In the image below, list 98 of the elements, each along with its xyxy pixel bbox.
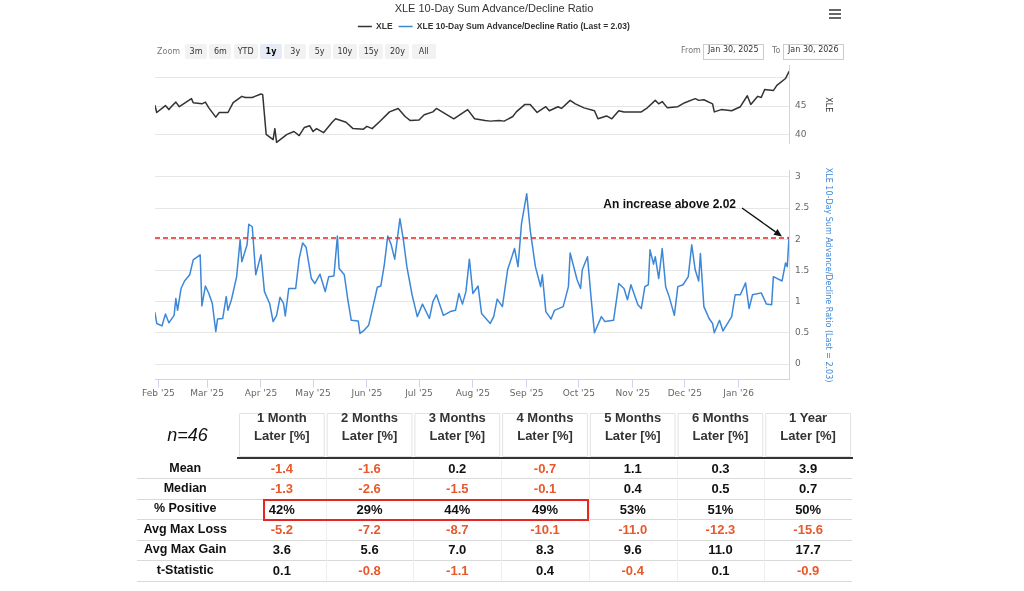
data-label: -10.1	[530, 522, 560, 538]
range-button: 3m	[185, 44, 208, 59]
y-tick-label: 0.5	[795, 327, 810, 338]
x-tick-label: 1 Month Later [%]	[254, 410, 310, 443]
x-tick-label: 5 Months Later [%]	[604, 410, 662, 443]
range-button: 20y	[385, 44, 410, 59]
x-tick-label: Sep '25	[509, 388, 544, 399]
data-label: 0.4	[535, 562, 555, 578]
y-tick-label: % Positive	[153, 501, 217, 516]
range-button: 10y	[332, 44, 357, 59]
data-label: -1.6	[358, 460, 381, 476]
y-tick-label: 1	[795, 295, 801, 306]
range-button: All	[411, 44, 436, 59]
chart-title: XLE 10-Day Sum Advance/Decline Ratio	[394, 1, 594, 14]
data-label: -15.6	[793, 522, 823, 538]
x-tick-label: 1 Year Later [%]	[780, 410, 836, 443]
data-label: 3.9	[799, 460, 818, 476]
x-tick-label: Aug '25	[455, 388, 491, 399]
data-label: 9.6	[623, 542, 642, 558]
legend-label: XLE	[376, 20, 393, 31]
x-tick-label: 4 Months Later [%]	[516, 410, 574, 443]
y-tick-label: 2.5	[795, 202, 810, 213]
range-button: 3y	[284, 44, 307, 59]
data-label: -0.9	[796, 562, 820, 578]
data-label: 0.7	[799, 481, 818, 497]
legend-label: XLE 10-Day Sum Advance/Decline Ratio (Last = 2.03)	[416, 20, 631, 31]
data-label: 0.1	[711, 562, 730, 578]
data-label: 5.6	[360, 542, 379, 558]
y-tick-label: Median	[163, 481, 207, 496]
data-label: 3.6	[272, 542, 291, 558]
x-tick-label: Dec '25	[667, 388, 702, 399]
range-button: 1y	[259, 44, 282, 59]
range-button: 15y	[359, 44, 384, 59]
data-label: -11.0	[618, 522, 648, 538]
date-field: Jan 30, 2026	[783, 44, 844, 60]
data-label: 50%	[795, 501, 822, 517]
x-tick-label: Jan '26	[722, 388, 755, 399]
x-tick-label: Apr '25	[244, 388, 278, 399]
data-label: 17.7	[795, 542, 821, 558]
data-label: -0.4	[621, 562, 645, 578]
data-label: -0.7	[533, 460, 557, 476]
y-tick-label: t-Statistic	[156, 562, 214, 577]
data-label: -0.8	[358, 562, 381, 578]
x-tick-label: 3 Months Later [%]	[428, 410, 486, 443]
x-tick-label: Jul '25	[404, 388, 433, 399]
y-tick-label: 0	[795, 358, 801, 369]
x-tick-label: 2 Months Later [%]	[341, 410, 399, 443]
data-label: -1.5	[446, 481, 469, 497]
data-label: 11.0	[708, 542, 733, 558]
y-axis-title: XLE	[824, 97, 834, 113]
data-label: -0.1	[533, 481, 557, 497]
data-label: -1.4	[270, 460, 294, 476]
data-label: 0.4	[623, 481, 643, 497]
annotation: An increase above 2.02	[603, 197, 737, 212]
x-tick-label: 6 Months Later [%]	[691, 410, 749, 443]
data-label: 44%	[444, 501, 471, 517]
range-button: 6m	[209, 44, 232, 59]
data-label: 49%	[531, 501, 559, 517]
data-label: 1.1	[623, 460, 642, 476]
range-button: 5y	[308, 44, 331, 59]
data-label: 8.3	[535, 542, 555, 558]
range-button: YTD	[233, 44, 258, 59]
data-label: -12.3	[705, 522, 736, 538]
x-tick-label: Feb '25	[142, 388, 175, 399]
data-label: 53%	[619, 501, 647, 517]
data-label: 42%	[268, 501, 296, 517]
y-tick-label: 1.5	[795, 264, 810, 275]
data-label: 51%	[707, 501, 734, 517]
data-label: 0.3	[711, 460, 730, 476]
data-label: 0.1	[272, 562, 291, 578]
y-tick-label: 40	[795, 129, 807, 140]
date-field: Jan 30, 2025	[703, 44, 764, 60]
x-tick-label: Nov '25	[615, 388, 650, 399]
y-axis-title: XLE 10-Day Sum Advance/Decline Ratio (Last = 2.03)	[824, 167, 834, 383]
data-label: 0.2	[448, 460, 467, 476]
chart-title: n=46	[167, 424, 209, 445]
text: Zoom	[157, 47, 181, 56]
x-tick-label: Oct '25	[562, 388, 595, 399]
data-label: -8.7	[446, 522, 469, 538]
y-tick-label: Avg Max Gain	[144, 542, 227, 557]
data-label: 7.0	[448, 542, 467, 558]
y-tick-label: Avg Max Loss	[143, 521, 228, 536]
y-tick-label: 3	[795, 171, 801, 182]
data-label: -1.1	[446, 562, 469, 578]
x-tick-label: Mar '25	[190, 388, 224, 399]
x-tick-label: May '25	[295, 388, 331, 399]
text: To	[772, 45, 781, 57]
y-tick-label: 2	[795, 233, 801, 244]
x-tick-label: Jun '25	[350, 388, 383, 399]
data-label: 29%	[356, 501, 384, 517]
y-tick-label: Mean	[169, 460, 202, 475]
data-label: 0.5	[711, 481, 730, 497]
data-label: -1.3	[270, 481, 294, 497]
data-label: -2.6	[358, 481, 381, 497]
y-tick-label: 45	[795, 100, 807, 111]
data-label: -5.2	[270, 522, 294, 538]
text: From	[681, 45, 701, 57]
data-label: -7.2	[358, 522, 381, 538]
